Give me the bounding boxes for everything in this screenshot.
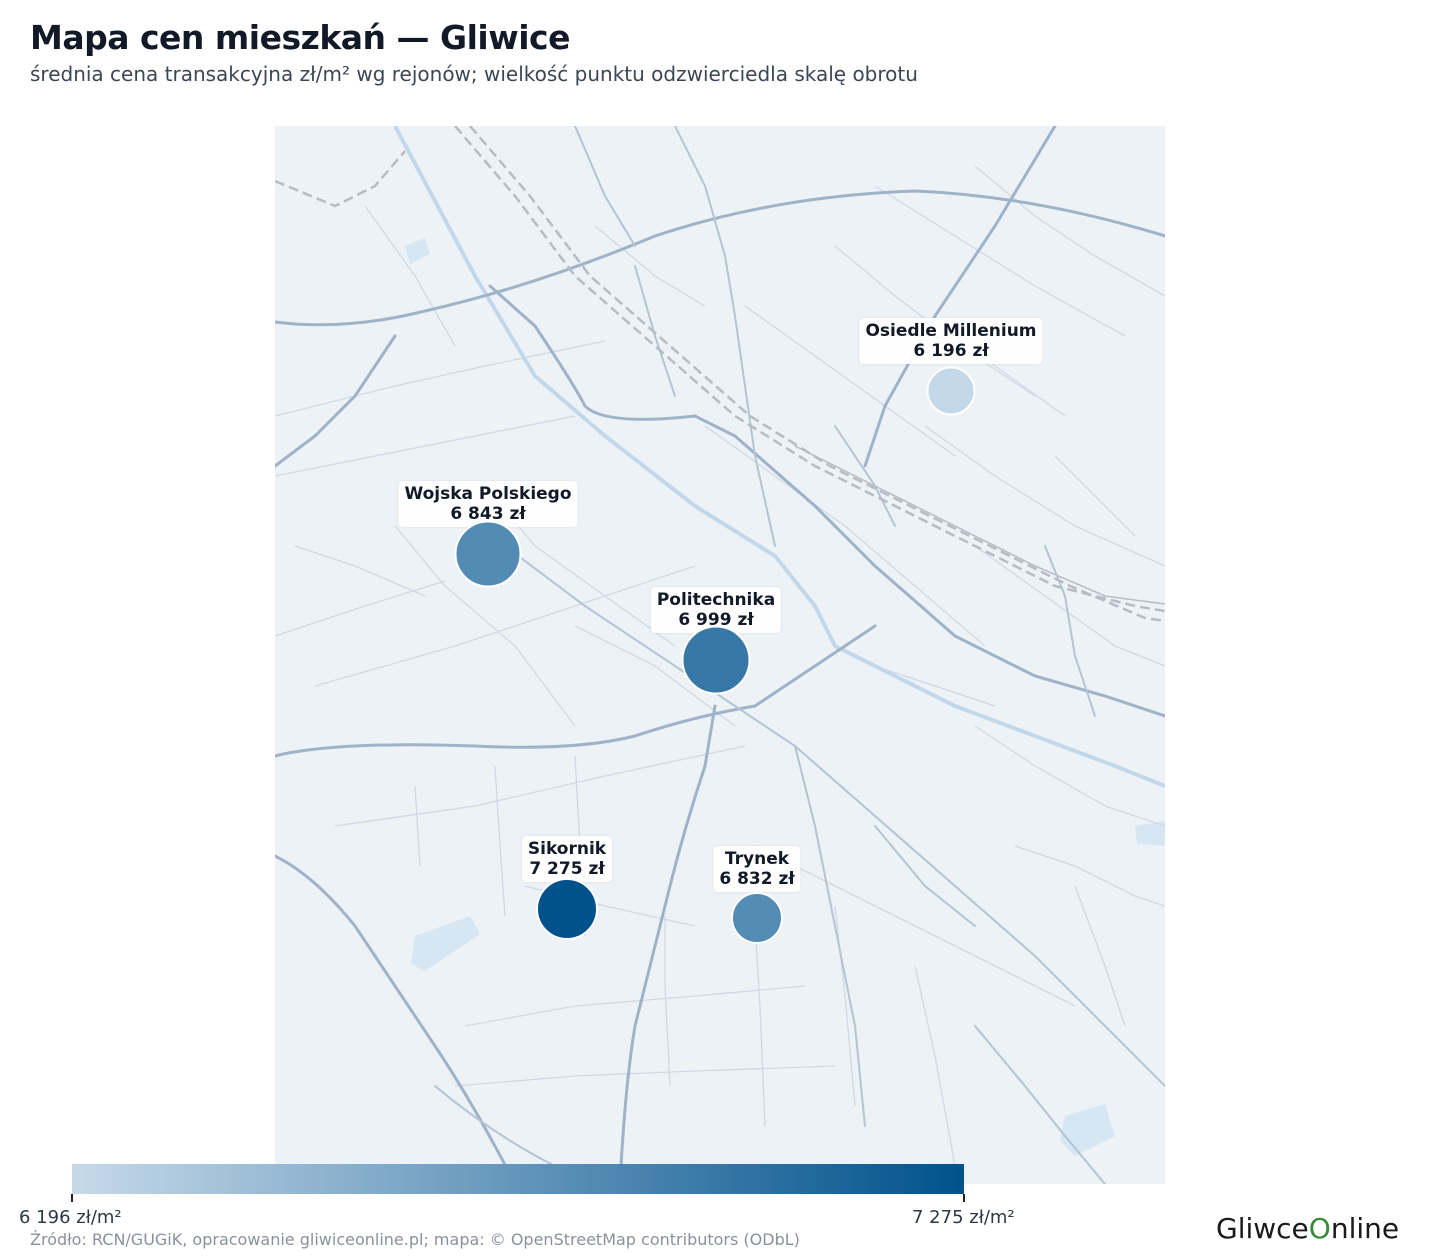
price-marker[interactable] [454,520,522,588]
color-scale-min-label: 6 196 zł/m² [19,1207,122,1228]
district-label: Osiedle Millenium 6 196 zł [859,318,1043,364]
district-name: Osiedle Millenium [865,321,1037,341]
price-marker[interactable] [681,625,751,695]
district-price: 6 843 zł [450,504,526,524]
color-scale-min-tick [71,1194,73,1202]
district-label: Wojska Polskiego 6 843 zł [398,481,578,527]
district-name: Politechnika [656,590,776,610]
price-marker[interactable] [536,878,598,940]
logo-text-part3: nline [1330,1212,1400,1245]
district-price: 7 275 zł [529,859,605,879]
district-price: 6 196 zł [913,341,989,361]
district-price: 6 999 zł [678,610,754,630]
map-canvas[interactable] [275,126,1165,1184]
district-label: Trynek 6 832 zł [713,846,801,892]
logo-text-part2: O [1308,1212,1331,1245]
district-label: Sikornik 7 275 zł [521,836,613,882]
source-credit: Źródło: RCN/GUGiK, opracowanie gliwiceon… [30,1230,800,1249]
color-scale-max-tick [963,1194,965,1202]
page-subtitle: średnia cena transakcyjna zł/m² wg rejon… [30,62,918,86]
district-label: Politechnika 6 999 zł [650,587,782,633]
street-map-basemap [275,126,1165,1184]
color-scale-max-label: 7 275 zł/m² [912,1207,1015,1228]
district-price: 6 832 zł [719,869,795,889]
color-scale-bar [72,1164,964,1194]
district-name: Sikornik [527,839,607,859]
price-marker[interactable] [926,366,976,416]
price-marker[interactable] [731,892,783,944]
logo-text-part1: Gliwce [1216,1212,1309,1245]
gliwiceonline-logo[interactable]: GliwceOnline [1216,1212,1399,1245]
district-name: Wojska Polskiego [404,484,572,504]
page-title: Mapa cen mieszkań — Gliwice [30,18,570,57]
district-name: Trynek [724,849,790,869]
